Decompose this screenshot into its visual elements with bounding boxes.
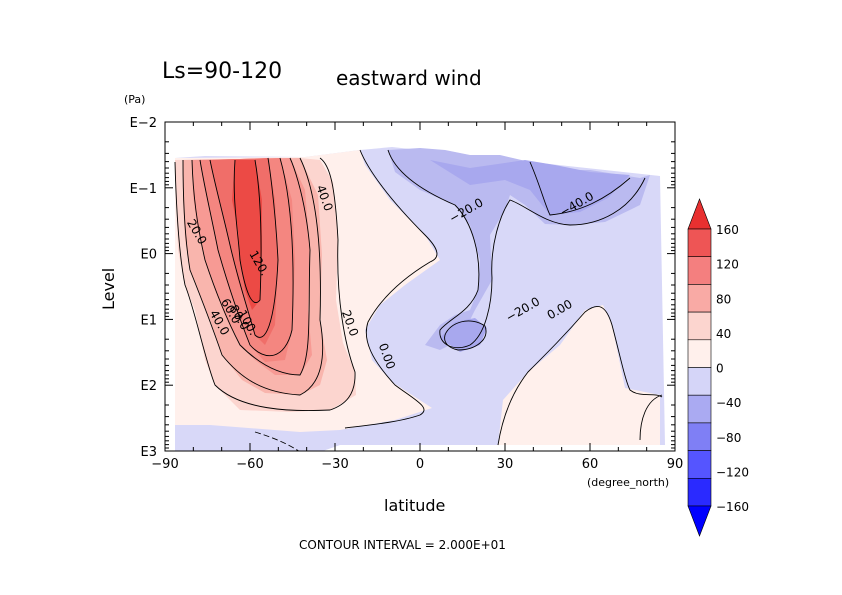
- contour-line-zero-west: [344, 149, 438, 429]
- x-tick-label: 60: [582, 457, 599, 472]
- colorbar-tick-label: 120: [716, 258, 739, 272]
- contour-field: [165, 122, 675, 451]
- contour-line-plus80: [199, 157, 294, 357]
- colorbar-swatch: [687, 367, 712, 396]
- contour-line-plus120: [233, 159, 262, 303]
- contour-interval-note: CONTOUR INTERVAL = 2.000E+01: [299, 538, 506, 552]
- field-region-plus120: [232, 160, 262, 310]
- field-region-weak-positive-east: [498, 305, 660, 445]
- contour-labels: 20.0120.100.80.060.040.040.020.00.00−20.…: [184, 183, 596, 371]
- x-tick-label: −60: [236, 457, 263, 472]
- chart-title: eastward wind: [336, 66, 482, 90]
- colorbar-tick-label: −160: [716, 500, 749, 514]
- contour-line-plus60: [191, 157, 311, 376]
- colorbar-tick-label: 0: [716, 362, 724, 376]
- x-tick-labels: −90 −60 −30 0 30 60 90: [151, 457, 683, 472]
- field-masked-top: [165, 122, 675, 176]
- field-region-minus40-upper: [430, 160, 630, 215]
- colorbar-arrow-top: [687, 198, 712, 230]
- y-tick-label: E2: [141, 379, 158, 394]
- contour-line-zero-east: [497, 305, 663, 446]
- y-axis-label: Level: [99, 268, 118, 310]
- y-unit-label: (Pa): [124, 93, 145, 106]
- colorbar-tick-label: −120: [716, 465, 749, 479]
- colorbar-swatch: [687, 394, 712, 424]
- colorbar: 160 120 80 40 0 −40 −80 −120 −160: [687, 198, 749, 537]
- colorbar-swatch: [687, 256, 712, 285]
- colorbar-swatch: [687, 284, 712, 313]
- y-tick-label: E1: [141, 313, 158, 328]
- contour-line-surface-cell-east: [639, 394, 663, 441]
- colorbar-tick-label: 160: [716, 223, 739, 237]
- x-tick-label: 90: [667, 457, 684, 472]
- x-tick-label: −30: [321, 457, 348, 472]
- y-tick-label: E−2: [130, 116, 157, 131]
- colorbar-swatch: [687, 422, 712, 451]
- contour-line-plus40: [182, 157, 323, 396]
- axis-ticks: [164, 121, 676, 452]
- x-axis-label: latitude: [384, 496, 445, 515]
- x-tick-label: −90: [151, 457, 178, 472]
- contour-line-minus40-cell: [444, 320, 487, 351]
- y-tick-label: E−1: [130, 182, 157, 197]
- y-tick-label: E3: [141, 445, 158, 460]
- contour-line-plus100: [209, 157, 279, 338]
- contour-line-minus40-upper: [529, 161, 631, 216]
- colorbar-swatch: [687, 477, 712, 507]
- x-tick-label: 0: [416, 457, 424, 472]
- y-tick-label: E0: [141, 248, 158, 263]
- contour-line-surface-west: [254, 431, 300, 451]
- contour-line-minus20-main: [387, 149, 646, 349]
- colorbar-swatch: [687, 339, 712, 368]
- y-tick-labels: E3 E2 E1 E0 E−1 E−2: [130, 116, 157, 460]
- colorbar-tick-label: 80: [716, 292, 731, 306]
- colorbar-swatch: [687, 228, 712, 258]
- x-tick-label: 30: [497, 457, 514, 472]
- contour-line-plus20: [174, 157, 356, 412]
- colorbar-arrow-bottom: [687, 505, 712, 537]
- chart-subtitle: Ls=90-120: [162, 59, 282, 84]
- field-masked-east: [665, 176, 675, 451]
- colorbar-swatch: [687, 311, 712, 341]
- x-unit-label: (degree_north): [587, 476, 669, 489]
- colorbar-tick-label: −40: [716, 396, 741, 410]
- colorbar-tick-label: −80: [716, 431, 741, 445]
- colorbar-swatch: [687, 450, 712, 479]
- colorbar-tick-label: 40: [716, 327, 731, 341]
